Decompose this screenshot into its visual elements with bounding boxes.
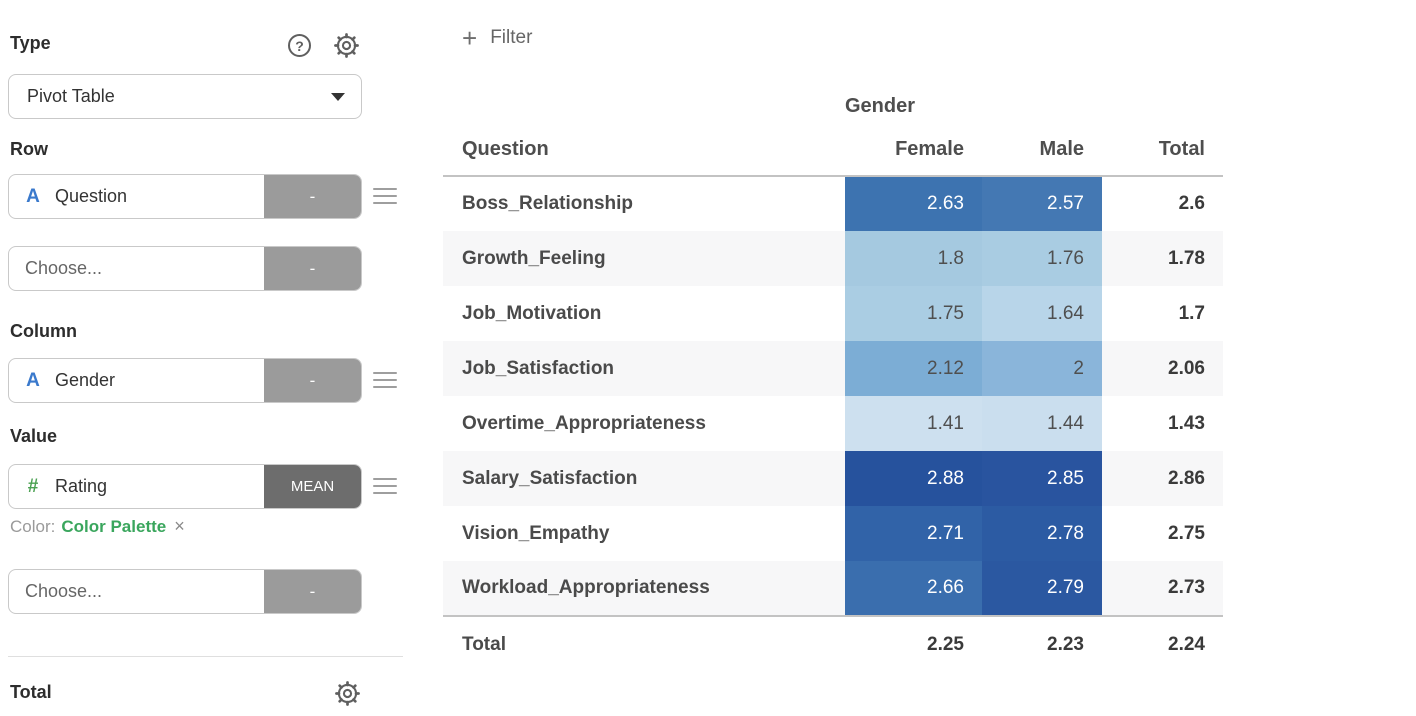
- row-total-cell: 2.86: [1168, 467, 1205, 489]
- table-row: Vision_Empathy 2.71 2.78 2.75: [443, 506, 1223, 561]
- help-icon[interactable]: ?: [288, 34, 311, 57]
- question-cell: Growth_Feeling: [462, 247, 606, 269]
- male-value-cell: 2.79: [982, 561, 1102, 616]
- value-rating-agg-button[interactable]: MEAN: [264, 465, 361, 508]
- table-row: Job_Satisfaction 2.12 2 2.06: [443, 341, 1223, 396]
- column-field-gender-label: Gender: [55, 370, 116, 390]
- chart-type-select[interactable]: Pivot Table: [8, 74, 362, 119]
- table-row: Workload_Appropriateness 2.66 2.79 2.73: [443, 561, 1223, 616]
- question-cell: Workload_Appropriateness: [462, 577, 710, 598]
- sidebar-divider: [8, 656, 403, 657]
- female-value-cell: 2.66: [845, 561, 982, 616]
- footer-male-total: 2.23: [982, 615, 1102, 672]
- footer-female-total: 2.25: [845, 615, 982, 672]
- male-value-cell: 1.64: [982, 286, 1102, 341]
- value-choose-field[interactable]: Choose... -: [8, 569, 362, 614]
- group-header-gender: Gender: [845, 94, 916, 117]
- column-header-question[interactable]: Question: [443, 124, 845, 177]
- column-gender-drag-handle-icon[interactable]: [373, 372, 397, 388]
- chevron-down-icon: [331, 92, 345, 101]
- table-row: Boss_Relationship 2.63 2.57 2.6: [443, 176, 1223, 231]
- column-header-male[interactable]: Male: [982, 124, 1102, 177]
- row-section-label: Row: [10, 139, 48, 159]
- row-total-cell: 2.6: [1178, 193, 1205, 214]
- table-row: Growth_Feeling 1.8 1.76 1.78: [443, 231, 1223, 286]
- number-field-icon: #: [27, 475, 39, 497]
- table-footer-row: Total 2.25 2.23 2.24: [443, 615, 1223, 672]
- color-setting-row: Color: Color Palette ×: [10, 516, 185, 537]
- question-cell: Overtime_Appropriateness: [462, 412, 706, 434]
- male-value-cell: 1.44: [982, 396, 1102, 451]
- male-value-cell: 2.57: [982, 176, 1102, 231]
- female-value-cell: 2.88: [845, 451, 982, 506]
- footer-grand-total: 2.24: [1102, 615, 1223, 672]
- question-cell: Vision_Empathy: [462, 522, 610, 544]
- footer-label: Total: [443, 615, 845, 672]
- row-field-question-label: Question: [55, 186, 128, 206]
- question-cell: Salary_Satisfaction: [462, 467, 638, 489]
- value-choose-field-body: Choose...: [9, 570, 264, 613]
- column-gender-agg-button[interactable]: -: [264, 359, 361, 402]
- row-total-cell: 1.43: [1168, 412, 1205, 434]
- type-section-label: Type: [10, 33, 51, 53]
- text-field-icon: A: [26, 185, 40, 207]
- column-header-row: Question Female Male Total: [443, 124, 1223, 177]
- column-field-gender[interactable]: A Gender -: [8, 358, 362, 403]
- value-field-rating-label: Rating: [55, 476, 108, 496]
- question-cell: Boss_Relationship: [462, 193, 634, 214]
- table-row: Overtime_Appropriateness 1.41 1.44 1.43: [443, 396, 1223, 451]
- male-value-cell: 2: [982, 341, 1102, 396]
- color-palette-link[interactable]: Color Palette: [61, 516, 167, 536]
- value-rating-drag-handle-icon[interactable]: [373, 478, 397, 494]
- value-choose-placeholder: Choose...: [25, 581, 103, 601]
- row-question-drag-handle-icon[interactable]: [373, 188, 397, 204]
- male-value-cell: 2.78: [982, 506, 1102, 561]
- question-cell: Job_Satisfaction: [462, 357, 615, 379]
- chart-type-value: Pivot Table: [27, 86, 115, 106]
- row-total-cell: 1.7: [1178, 302, 1205, 324]
- row-total-cell: 1.78: [1168, 247, 1205, 269]
- color-label: Color:: [10, 516, 56, 536]
- row-total-cell: 2.75: [1168, 522, 1205, 544]
- table-body: Boss_Relationship 2.63 2.57 2.6 Growth_F…: [443, 176, 1223, 616]
- table-row: Salary_Satisfaction 2.88 2.85 2.86: [443, 451, 1223, 506]
- row-total-cell: 2.06: [1168, 357, 1205, 379]
- female-value-cell: 1.41: [845, 396, 982, 451]
- female-value-cell: 2.63: [845, 176, 982, 231]
- male-value-cell: 2.85: [982, 451, 1102, 506]
- column-header-female[interactable]: Female: [845, 124, 982, 177]
- text-field-icon: A: [26, 369, 40, 391]
- plus-icon: +: [462, 23, 478, 53]
- row-field-question-body: A Question: [9, 175, 264, 218]
- filter-button-label: Filter: [490, 27, 533, 48]
- column-header-total[interactable]: Total: [1102, 124, 1223, 177]
- value-field-rating-body: # Rating: [9, 465, 264, 508]
- total-settings-gear-icon[interactable]: [335, 681, 360, 706]
- column-field-gender-body: A Gender: [9, 359, 264, 402]
- row-field-question[interactable]: A Question -: [8, 174, 362, 219]
- type-settings-gear-icon[interactable]: [334, 33, 359, 58]
- pivot-table: Gender Question Female Male Total Boss_R…: [443, 88, 1223, 672]
- remove-color-icon[interactable]: ×: [174, 516, 185, 536]
- row-total-cell: 2.73: [1168, 577, 1205, 598]
- row-choose-placeholder: Choose...: [25, 258, 103, 278]
- total-section-label: Total: [10, 682, 52, 702]
- male-value-cell: 1.76: [982, 231, 1102, 286]
- female-value-cell: 2.71: [845, 506, 982, 561]
- add-filter-button[interactable]: + Filter: [462, 25, 532, 51]
- row-question-agg-button[interactable]: -: [264, 175, 361, 218]
- group-header-row: Gender: [443, 88, 1223, 124]
- value-field-rating[interactable]: # Rating MEAN: [8, 464, 362, 509]
- row-choose-field[interactable]: Choose... -: [8, 246, 362, 291]
- question-cell: Job_Motivation: [462, 302, 602, 324]
- female-value-cell: 1.8: [845, 231, 982, 286]
- value-section-label: Value: [10, 426, 58, 446]
- table-row: Job_Motivation 1.75 1.64 1.7: [443, 286, 1223, 341]
- column-section-label: Column: [10, 321, 77, 341]
- female-value-cell: 1.75: [845, 286, 982, 341]
- row-choose-field-body: Choose...: [9, 247, 264, 290]
- row-choose-agg-button[interactable]: -: [264, 247, 361, 290]
- female-value-cell: 2.12: [845, 341, 982, 396]
- value-choose-agg-button[interactable]: -: [264, 570, 361, 613]
